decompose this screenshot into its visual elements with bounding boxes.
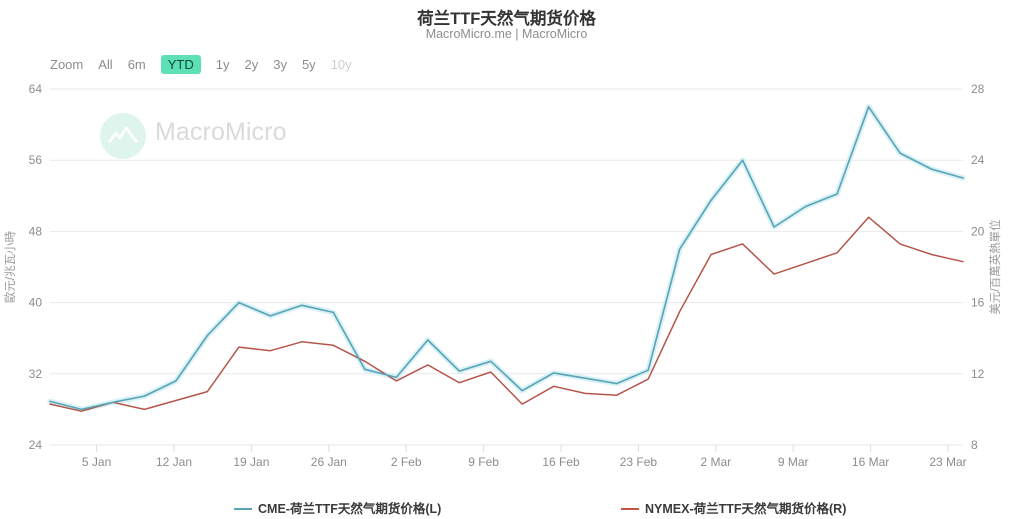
svg-text:美元/百萬英熱單位: 美元/百萬英熱單位 — [988, 219, 1002, 314]
svg-text:40: 40 — [29, 296, 43, 310]
svg-text:9 Mar: 9 Mar — [778, 455, 809, 469]
svg-text:64: 64 — [29, 82, 43, 96]
svg-text:16: 16 — [971, 296, 985, 310]
svg-text:12 Jan: 12 Jan — [156, 455, 192, 469]
svg-text:16 Feb: 16 Feb — [542, 455, 580, 469]
svg-text:12: 12 — [971, 367, 985, 381]
svg-text:19 Jan: 19 Jan — [233, 455, 269, 469]
svg-text:23 Mar: 23 Mar — [929, 455, 966, 469]
svg-text:2 Feb: 2 Feb — [391, 455, 422, 469]
svg-text:歐元/兆瓦小時: 歐元/兆瓦小時 — [3, 230, 17, 303]
svg-text:32: 32 — [29, 367, 43, 381]
svg-text:26 Jan: 26 Jan — [311, 455, 347, 469]
svg-text:24: 24 — [971, 153, 985, 167]
svg-text:9 Feb: 9 Feb — [468, 455, 499, 469]
svg-text:5 Jan: 5 Jan — [82, 455, 111, 469]
svg-text:16 Mar: 16 Mar — [852, 455, 889, 469]
svg-text:56: 56 — [29, 153, 43, 167]
svg-text:28: 28 — [971, 82, 985, 96]
svg-text:48: 48 — [29, 224, 43, 238]
svg-text:20: 20 — [971, 224, 985, 238]
svg-text:23 Feb: 23 Feb — [620, 455, 658, 469]
svg-text:24: 24 — [29, 438, 43, 452]
svg-text:2 Mar: 2 Mar — [700, 455, 731, 469]
svg-text:8: 8 — [971, 438, 978, 452]
